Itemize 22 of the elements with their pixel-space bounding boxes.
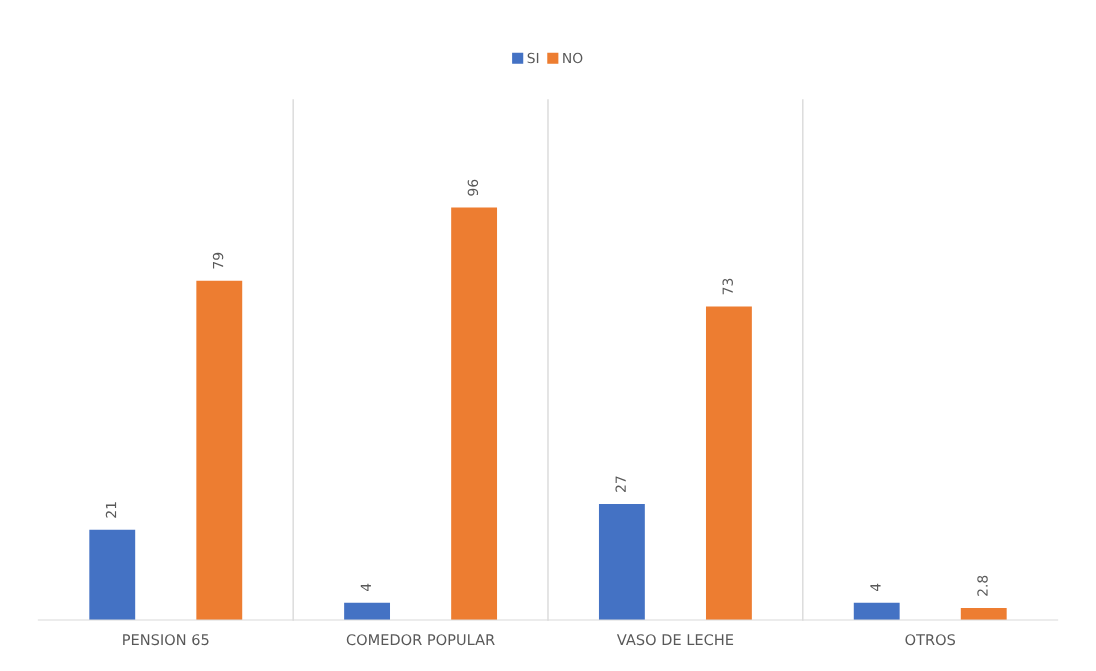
data-label: 21 xyxy=(105,502,117,518)
data-label: 96 xyxy=(467,179,479,196)
x-tick-label: OTROS xyxy=(905,634,956,646)
bar xyxy=(344,602,391,620)
bar xyxy=(853,602,900,620)
data-label: 79 xyxy=(212,252,224,269)
data-label: 4 xyxy=(360,583,371,592)
bar xyxy=(960,607,1007,620)
bar xyxy=(196,280,243,620)
data-label: 73 xyxy=(722,278,733,295)
legend-label: NO xyxy=(563,52,583,64)
bar xyxy=(89,529,136,620)
data-label: 4 xyxy=(870,583,881,592)
legend-label: SI xyxy=(527,52,539,64)
bar xyxy=(451,207,498,620)
x-tick-label: COMEDOR POPULAR xyxy=(346,634,495,646)
data-label: 27 xyxy=(615,476,626,492)
x-tick-label: VASO DE LECHE xyxy=(616,634,734,646)
bar xyxy=(705,306,752,620)
x-tick-label: PENSION 65 xyxy=(123,634,209,646)
data-label: 2.8 xyxy=(977,575,988,596)
bar xyxy=(598,504,645,620)
